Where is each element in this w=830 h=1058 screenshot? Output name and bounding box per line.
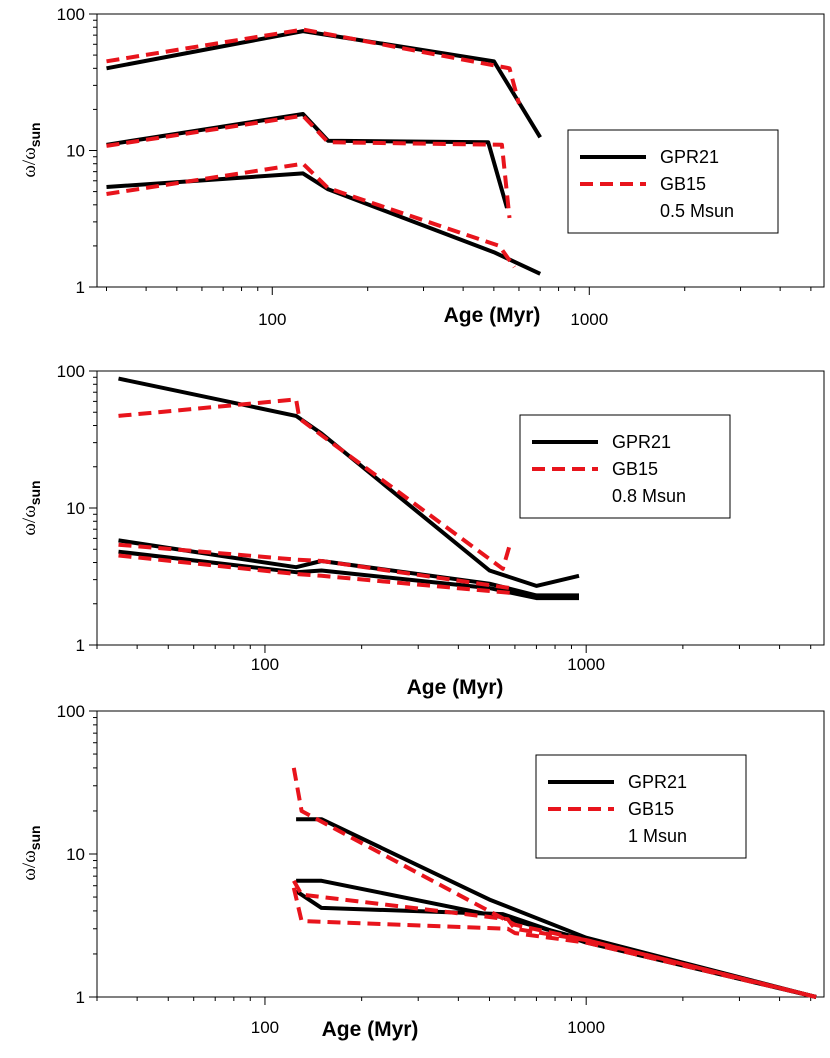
- chart-panel-2: 1 10 100 100 1000 Age (Myr) ω/ωsun GPR21 GB15 0.8…: [19, 362, 825, 699]
- y-axis-label: ω/ωsun: [19, 122, 43, 177]
- legend-label-gb15: GB15: [628, 799, 674, 819]
- legend-mass-note: 1 Msun: [628, 826, 687, 846]
- series-gpr21-line-3: [106, 171, 542, 276]
- x-tick-label: 1000: [567, 655, 605, 674]
- legend-label-gb15: GB15: [612, 459, 658, 479]
- series-gpr21-line-2: [106, 112, 509, 209]
- series-gb15-line-5: [292, 879, 817, 999]
- legend-box: [519, 414, 731, 519]
- legend-box: [535, 754, 747, 859]
- y-tick-label: 100: [57, 702, 85, 721]
- y-tick-label: 10: [66, 499, 85, 518]
- series-gb15-line-5: [106, 113, 512, 219]
- series-gb15-line-4: [118, 397, 513, 571]
- legend-mass-note: 0.5 Msun: [660, 201, 734, 221]
- series-gpr21-line-3: [118, 549, 579, 601]
- x-tick-label: 100: [251, 655, 279, 674]
- series-gb15-line-4: [291, 767, 817, 999]
- x-tick-label: 100: [251, 1018, 279, 1037]
- x-tick-label: 100: [258, 310, 286, 329]
- y-tick-label: 100: [57, 5, 85, 24]
- legend-box: [567, 129, 779, 234]
- y-axis-label: ω/ωsun: [19, 480, 43, 535]
- y-tick-label: 1: [76, 278, 85, 297]
- series-gb15-line-4: [106, 27, 521, 105]
- series-gb15-line-6: [291, 887, 817, 999]
- legend-mass-note: 0.8 Msun: [612, 486, 686, 506]
- y-tick-label: 10: [66, 142, 85, 161]
- series-gpr21-line-3: [294, 889, 817, 999]
- y-tick-label: 10: [66, 845, 85, 864]
- y-axis-label: ω/ωsun: [19, 825, 43, 880]
- legend: GPR21 GB15 1 Msun: [535, 754, 747, 859]
- legend-label-gpr21: GPR21: [612, 432, 671, 452]
- chart-panel-1: 1 10 100 100 1000 Age (Myr) ω/ωsun GPR21 GB15 0.5…: [19, 5, 825, 329]
- series-gb15-line-5: [118, 542, 511, 591]
- y-tick-label: 100: [57, 362, 85, 381]
- series-gb15-line-6: [118, 553, 511, 595]
- legend: GPR21 GB15 0.8 Msun: [519, 414, 731, 519]
- chart-panel-3: 1 10 100 100 1000 Age (Myr) ω/ωsun GPR21 GB15 1 M…: [19, 702, 825, 1041]
- x-axis-label: Age (Myr): [444, 304, 541, 327]
- series-gpr21-line-1: [118, 376, 580, 588]
- legend: GPR21 GB15 0.5 Msun: [567, 129, 779, 234]
- x-tick-label: 1000: [570, 310, 608, 329]
- y-tick-label: 1: [76, 988, 85, 1007]
- x-axis-label: Age (Myr): [407, 676, 504, 699]
- x-axis-label: Age (Myr): [322, 1018, 419, 1041]
- legend-label-gpr21: GPR21: [660, 147, 719, 167]
- x-tick-label: 1000: [567, 1018, 605, 1037]
- y-tick-label: 1: [76, 636, 85, 655]
- series-gpr21-line-1: [106, 29, 542, 139]
- series-gb15-line-6: [106, 161, 516, 269]
- legend-label-gpr21: GPR21: [628, 772, 687, 792]
- legend-label-gb15: GB15: [660, 174, 706, 194]
